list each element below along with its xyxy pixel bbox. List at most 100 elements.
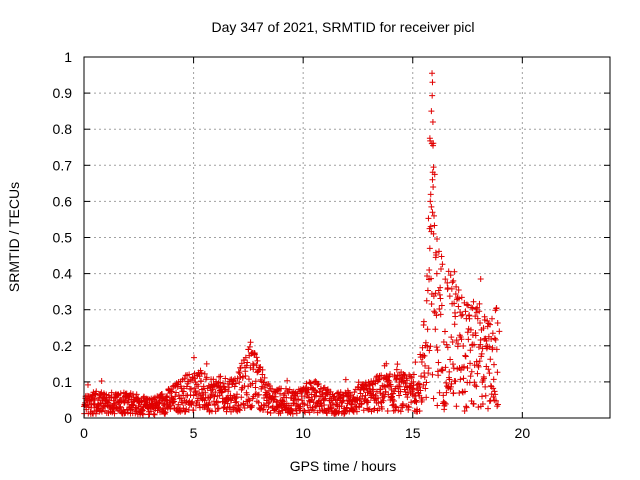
- data-point: [449, 338, 456, 345]
- data-point: [196, 373, 203, 380]
- data-point: [460, 342, 467, 349]
- data-series-srmtid: [81, 70, 503, 418]
- data-point: [430, 395, 437, 402]
- data-point: [473, 358, 480, 365]
- data-point: [460, 375, 467, 382]
- data-point: [247, 364, 254, 371]
- data-point: [309, 404, 316, 411]
- data-point: [431, 212, 438, 219]
- data-point: [172, 393, 179, 400]
- data-point: [390, 398, 397, 405]
- data-point: [167, 405, 174, 412]
- data-point: [249, 402, 256, 409]
- data-point: [436, 306, 443, 313]
- data-point: [236, 370, 243, 377]
- data-point: [212, 402, 219, 409]
- data-point: [110, 404, 117, 411]
- data-point: [265, 403, 272, 410]
- data-point: [360, 407, 367, 414]
- data-point: [476, 308, 483, 315]
- data-point: [447, 383, 454, 390]
- data-point: [453, 283, 460, 290]
- data-point: [313, 389, 320, 396]
- data-point: [432, 290, 439, 297]
- data-point: [263, 391, 270, 398]
- data-point: [293, 410, 300, 417]
- data-point: [389, 396, 396, 403]
- data-point: [254, 357, 261, 364]
- data-point: [239, 373, 246, 380]
- data-point: [322, 395, 329, 402]
- data-point: [423, 394, 430, 401]
- data-point: [451, 268, 458, 275]
- data-point: [181, 375, 188, 382]
- data-point: [124, 409, 131, 416]
- data-point: [447, 356, 454, 363]
- data-point: [162, 409, 169, 416]
- data-point: [486, 343, 493, 350]
- data-point: [231, 383, 238, 390]
- data-point: [183, 406, 190, 413]
- data-point: [192, 402, 199, 409]
- data-point: [397, 388, 404, 395]
- data-point: [312, 392, 319, 399]
- data-point: [388, 386, 395, 393]
- data-point: [445, 268, 452, 275]
- data-point: [237, 365, 244, 372]
- data-point: [436, 291, 443, 298]
- data-point: [436, 389, 443, 396]
- data-point: [350, 407, 357, 414]
- data-point: [419, 344, 426, 351]
- data-point: [453, 403, 460, 410]
- data-point: [430, 183, 437, 190]
- data-point: [362, 379, 369, 386]
- data-point: [429, 371, 436, 378]
- data-point: [490, 385, 497, 392]
- data-point: [444, 285, 451, 292]
- data-point: [193, 391, 200, 398]
- data-point: [204, 385, 211, 392]
- data-point: [192, 387, 199, 394]
- data-point: [426, 266, 433, 273]
- data-point: [477, 319, 484, 326]
- data-point: [243, 391, 250, 398]
- data-point: [267, 410, 274, 417]
- data-point: [490, 376, 497, 383]
- data-point: [173, 389, 180, 396]
- data-point: [393, 366, 400, 373]
- data-point: [477, 276, 484, 283]
- data-point: [446, 368, 453, 375]
- data-point: [492, 391, 499, 398]
- data-point: [466, 315, 473, 322]
- data-point: [420, 381, 427, 388]
- data-point: [133, 391, 140, 398]
- data-point: [285, 389, 292, 396]
- data-point: [424, 273, 431, 280]
- data-point: [492, 397, 499, 404]
- data-point: [481, 375, 488, 382]
- data-point: [273, 398, 280, 405]
- data-point: [355, 379, 362, 386]
- data-point: [455, 295, 462, 302]
- data-point: [175, 401, 182, 408]
- data-point: [190, 392, 197, 399]
- data-point: [426, 245, 433, 252]
- data-point: [368, 408, 375, 415]
- data-point: [482, 383, 489, 390]
- data-point: [430, 164, 437, 171]
- data-point: [203, 374, 210, 381]
- data-point: [226, 384, 233, 391]
- data-point: [246, 397, 253, 404]
- data-point: [468, 304, 475, 311]
- data-point: [474, 315, 481, 322]
- data-point: [362, 392, 369, 399]
- x-tick-label: 20: [515, 425, 531, 441]
- data-point: [486, 370, 493, 377]
- data-point: [434, 235, 441, 242]
- x-axis-tick-labels: 0 5 10 15 20: [80, 425, 530, 441]
- data-point: [299, 400, 306, 407]
- data-point: [439, 366, 446, 373]
- data-point: [396, 383, 403, 390]
- data-point: [206, 399, 213, 406]
- data-point: [428, 140, 435, 147]
